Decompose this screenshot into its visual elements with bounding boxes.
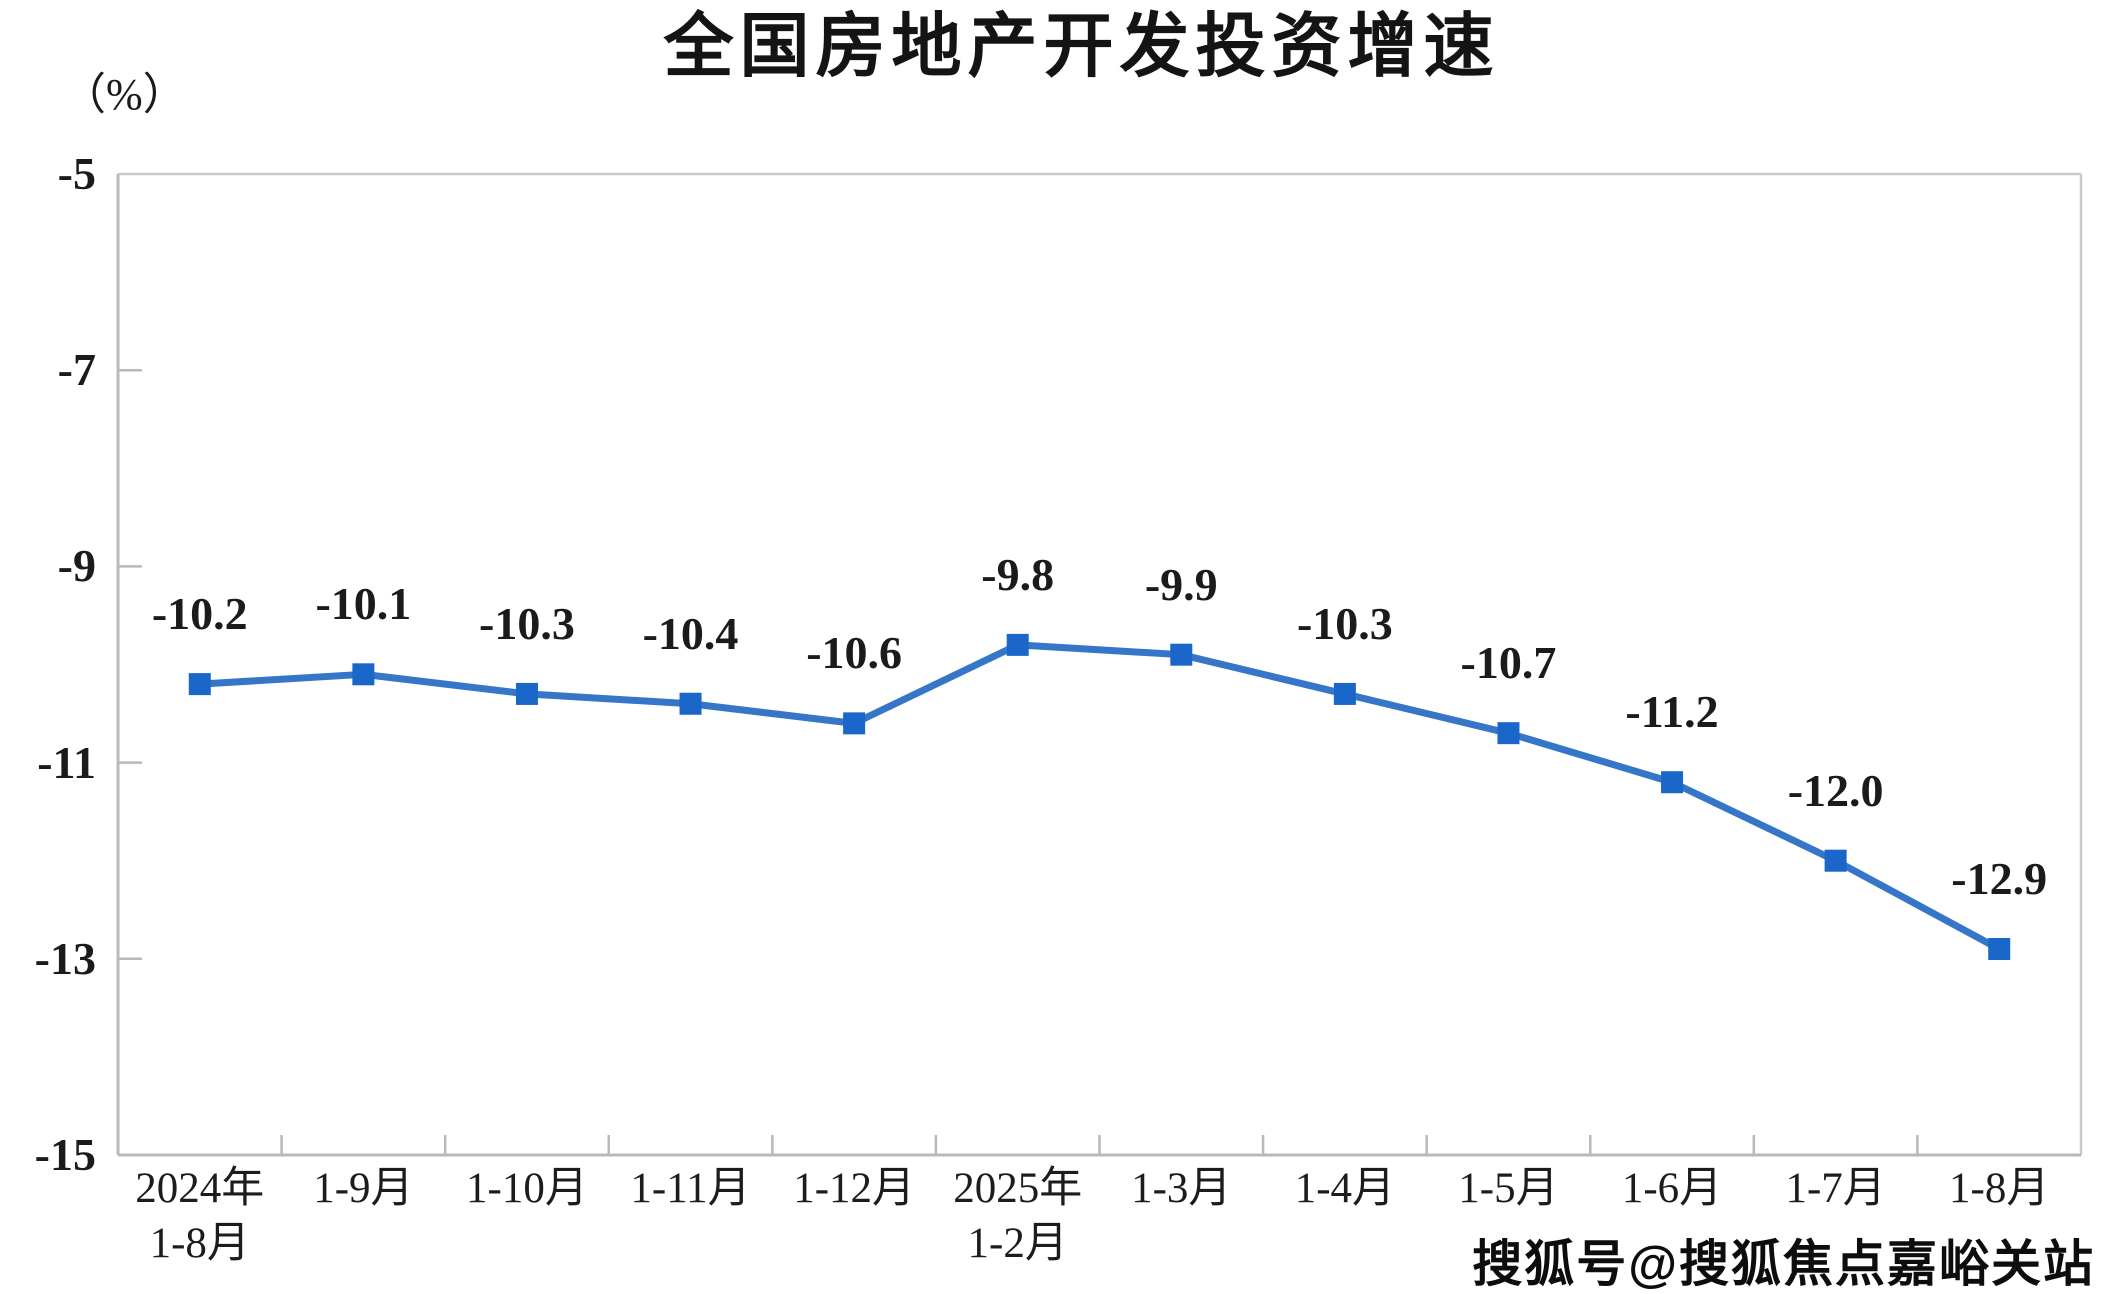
- data-point-marker-0: [188, 673, 211, 696]
- x-tick-label: 1-4月: [1205, 1161, 1485, 1216]
- chart-title: 全国房地产开发投资增速: [663, 7, 1500, 85]
- x-tick-label: 1-5月: [1368, 1161, 1648, 1216]
- data-point-marker-8: [1497, 722, 1520, 745]
- data-point-marker-4: [843, 712, 866, 735]
- x-tick-label-line: 1-10月: [466, 1165, 588, 1212]
- data-point-label: -11.2: [1625, 686, 1719, 738]
- data-point-marker-11: [1988, 937, 2011, 960]
- series-line: [196, 641, 2003, 953]
- y-tick-label: -7: [57, 344, 96, 396]
- data-point-marker-3: [679, 692, 702, 715]
- data-point-marker-5: [1006, 633, 1029, 656]
- data-point-marker-6: [1170, 643, 1193, 666]
- x-tick-label-line: 1-3月: [1131, 1165, 1232, 1212]
- x-tick-label: 1-10月: [387, 1161, 667, 1216]
- y-tick-label: -15: [34, 1129, 96, 1180]
- data-point-label: -9.8: [981, 548, 1055, 600]
- x-tick-label-line: 1-12月: [793, 1165, 916, 1212]
- y-tick-label: -9: [57, 540, 96, 592]
- data-point-label: -12.9: [1951, 852, 2048, 904]
- y-tick-label: -5: [57, 148, 96, 199]
- x-tick-label-line: 1-7月: [1785, 1165, 1886, 1212]
- x-tick-label-line: 2025年: [953, 1165, 1083, 1212]
- data-point-label: -10.3: [479, 597, 575, 649]
- x-tick-label-line: 1-9月: [313, 1165, 414, 1212]
- y-axis-unit-label: （%）: [62, 70, 187, 119]
- x-tick-label-line: 1-8月: [1949, 1165, 2050, 1212]
- x-tick-label-line: 1-2月: [967, 1220, 1068, 1267]
- data-point-marker-2: [515, 682, 538, 705]
- data-point-marker-1: [352, 663, 375, 686]
- x-tick-label-line: 2024年: [135, 1165, 265, 1212]
- data-point-label: -10.1: [315, 578, 412, 630]
- x-tick-label-line: 1-6月: [1621, 1165, 1723, 1212]
- data-point-label: -10.4: [642, 607, 739, 659]
- data-point-label: -9.9: [1144, 558, 1218, 610]
- y-tick-label: -11: [37, 736, 96, 788]
- y-tick-label: -13: [34, 932, 96, 984]
- x-tick-label-line: 1-8月: [149, 1220, 250, 1267]
- x-tick-label-line: 1-5月: [1458, 1165, 1559, 1212]
- data-point-marker-10: [1824, 849, 1847, 872]
- watermark: 搜狐号@搜狐焦点嘉峪关站: [1472, 1236, 2095, 1292]
- x-tick-label-line: 1-4月: [1294, 1165, 1396, 1212]
- x-tick-label-line: 1-11月: [630, 1165, 751, 1212]
- x-tick-label: 1-9月: [223, 1161, 503, 1216]
- x-tick-label: 1-3月: [1041, 1161, 1321, 1216]
- x-tick-label: 1-12月: [714, 1161, 994, 1216]
- x-tick-label: 2024年 1-8月: [60, 1161, 340, 1271]
- data-point-label: -10.3: [1296, 597, 1393, 649]
- x-tick-label: 1-8月: [1859, 1161, 2103, 1216]
- data-point-label: -10.7: [1460, 637, 1557, 689]
- data-point-label: -10.6: [806, 627, 903, 679]
- data-point-marker-9: [1661, 771, 1684, 794]
- x-tick-label: 2025年 1-2月: [878, 1161, 1158, 1271]
- data-point-label: -12.0: [1787, 764, 1884, 816]
- data-point-label: -10.2: [151, 588, 248, 640]
- x-tick-label: 1-7月: [1696, 1161, 1976, 1216]
- x-tick-label: 1-11月: [551, 1161, 831, 1216]
- data-point-marker-7: [1333, 682, 1356, 705]
- x-tick-label: 1-6月: [1532, 1161, 1812, 1216]
